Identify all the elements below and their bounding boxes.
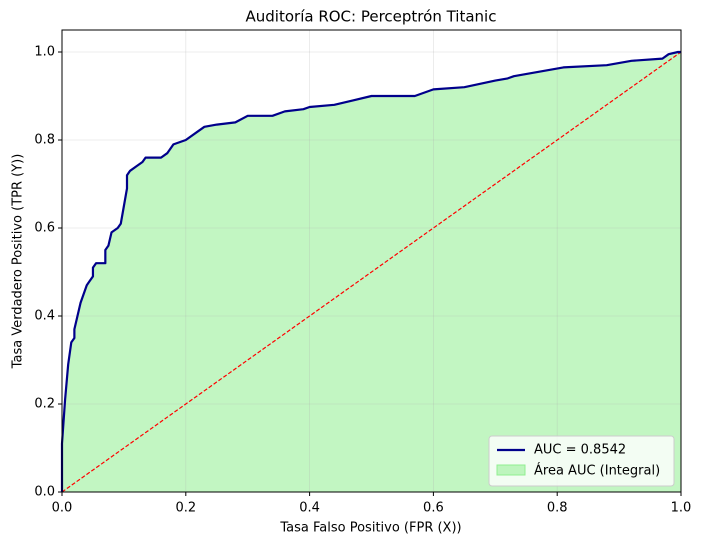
y-tick-label: 0.8: [34, 133, 55, 148]
y-axis-label: Tasa Verdadero Positivo (TPR (Y)): [11, 154, 26, 370]
x-tick-label: 0.0: [52, 501, 73, 516]
x-axis-label: Tasa Falso Positivo (FPR (X)): [279, 521, 461, 536]
legend-label: Área AUC (Integral): [534, 463, 660, 479]
legend-label: AUC = 0.8542: [534, 443, 626, 458]
legend-box: [488, 435, 675, 487]
roc-line: [60, 50, 681, 492]
y-tick-label: 0.0: [34, 485, 55, 500]
diagonal-line: [61, 51, 682, 493]
y-tick-label: 1.0: [34, 45, 55, 60]
y-tick-label: 0.6: [34, 221, 55, 236]
x-tick-label: 0.2: [175, 501, 196, 516]
x-tick-label: 1.0: [671, 501, 692, 516]
legend-swatch: [496, 464, 526, 476]
chart-title: Auditoría ROC: Perceptrón Titanic: [246, 8, 497, 26]
plot-frame: [61, 29, 682, 493]
x-tick-label: 0.4: [299, 501, 320, 516]
x-tick-label: 0.8: [547, 501, 568, 516]
y-tick-label: 0.4: [34, 309, 55, 324]
x-tick-label: 0.6: [423, 501, 444, 516]
y-tick-label: 0.2: [34, 397, 55, 412]
